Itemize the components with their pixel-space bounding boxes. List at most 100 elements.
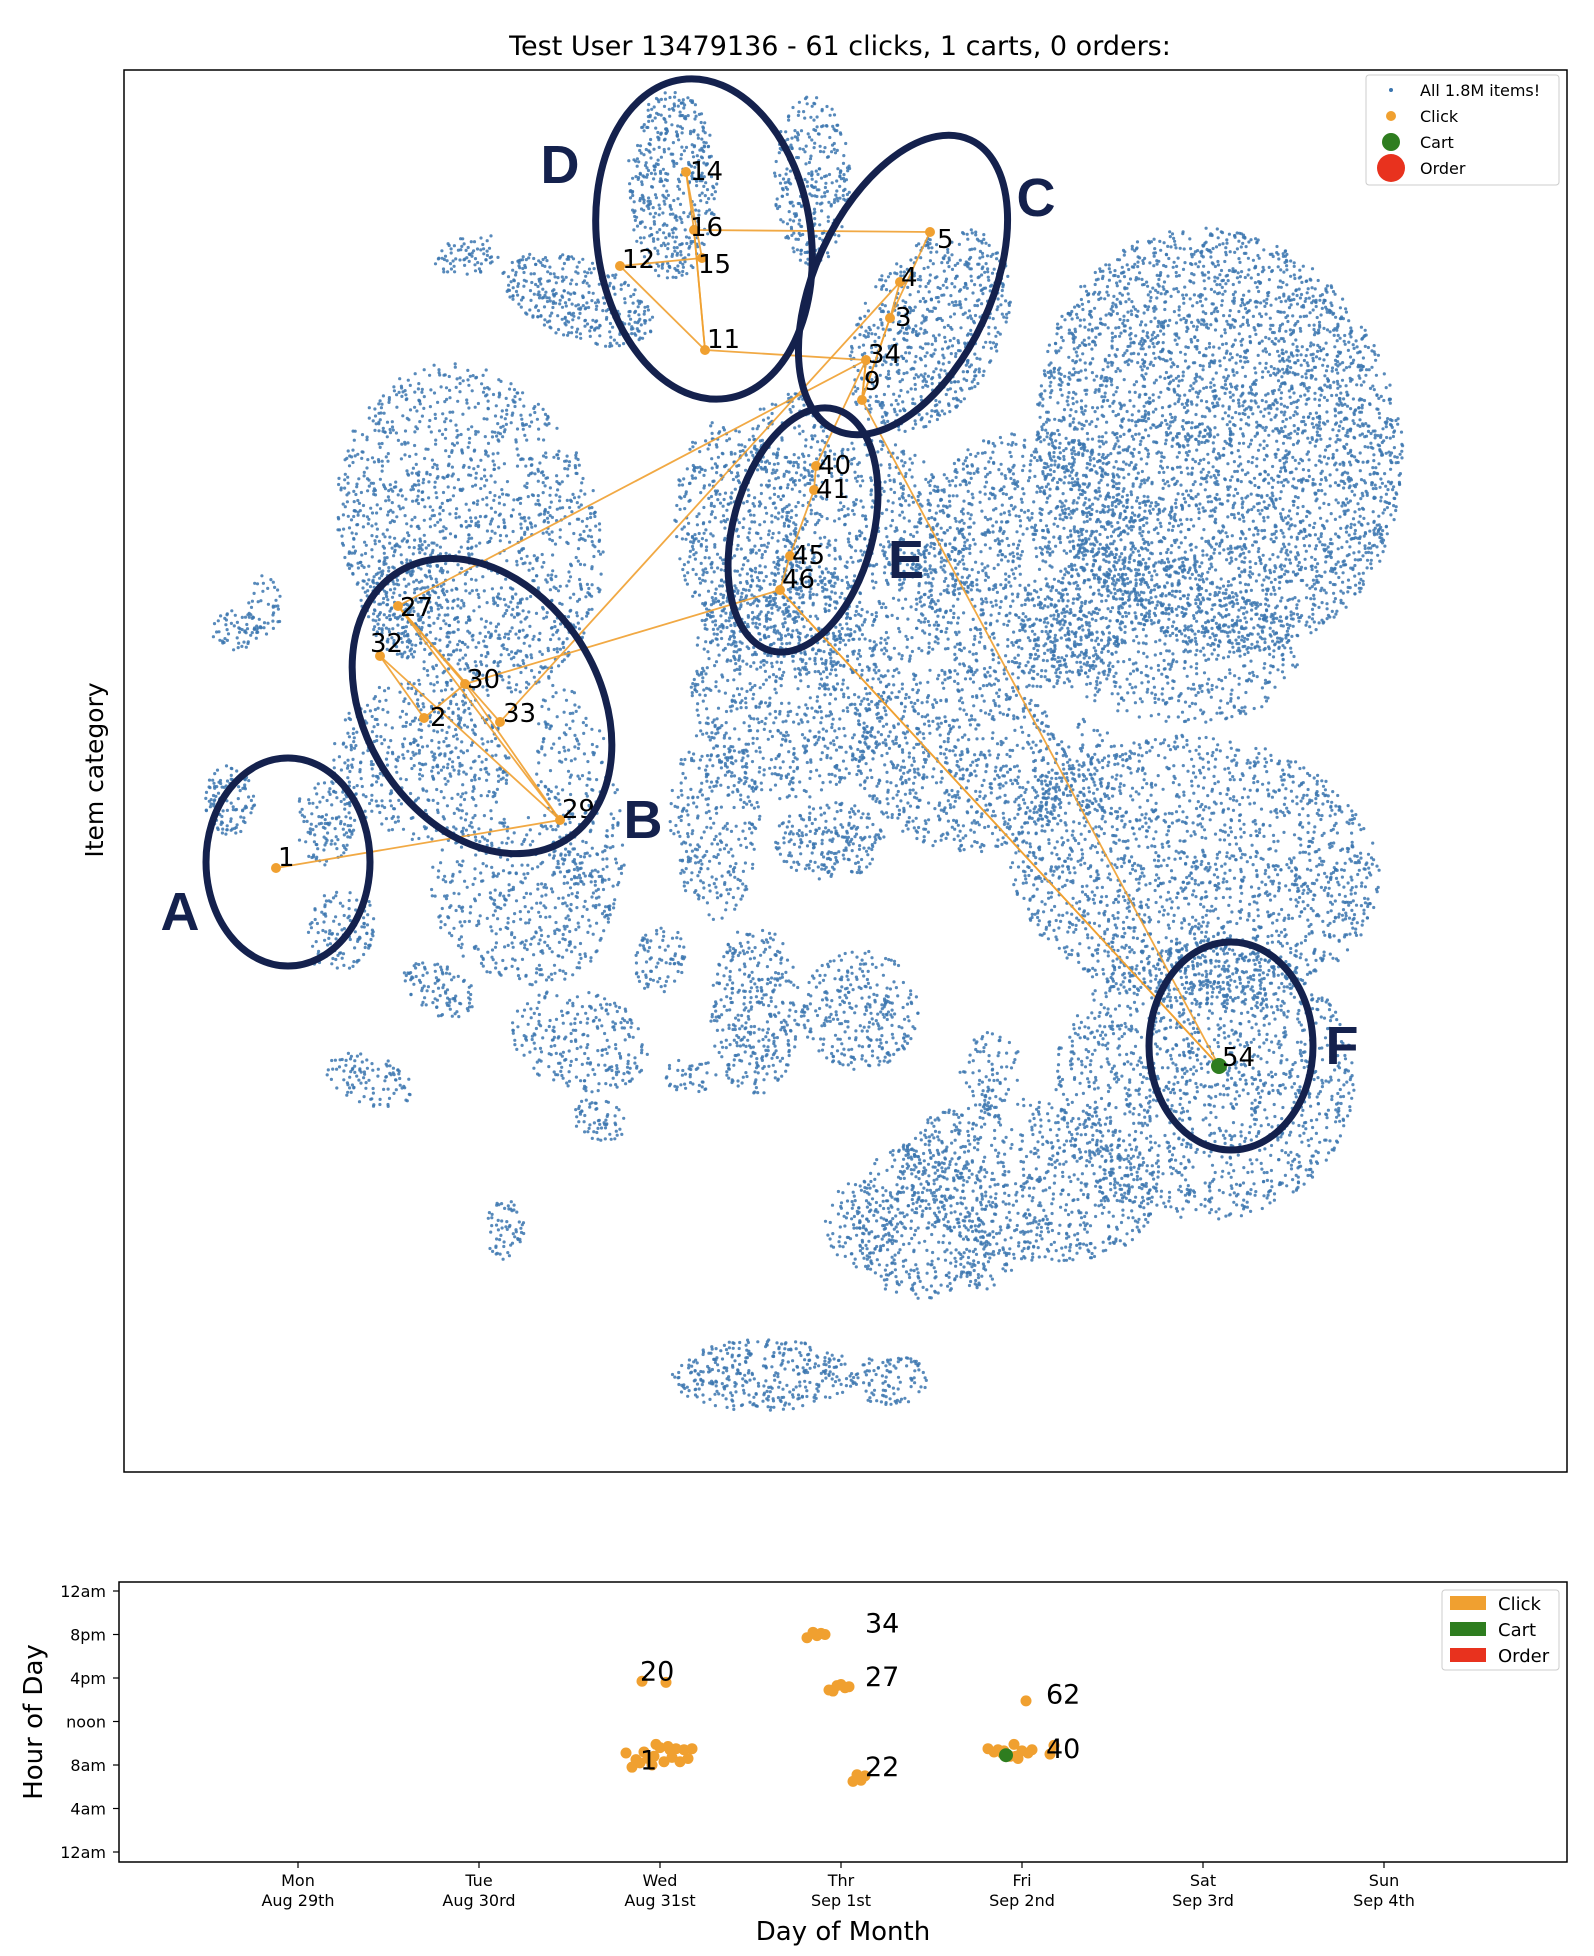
item-point — [1393, 429, 1396, 432]
item-point — [1183, 286, 1186, 289]
item-point — [1318, 387, 1321, 390]
item-point — [1337, 411, 1340, 414]
item-point — [1344, 307, 1347, 310]
item-point — [1077, 379, 1080, 382]
item-point — [1027, 874, 1030, 877]
item-point — [1043, 389, 1046, 392]
item-point — [1275, 251, 1278, 254]
item-point — [1299, 395, 1302, 398]
item-point — [1130, 360, 1133, 363]
item-point — [1130, 309, 1133, 312]
item-point — [1262, 349, 1265, 352]
item-point — [1209, 582, 1212, 585]
item-point — [1180, 541, 1183, 544]
item-point — [1255, 901, 1258, 904]
item-point — [1369, 562, 1372, 565]
item-point — [1275, 808, 1278, 811]
item-point — [1142, 573, 1145, 576]
item-point — [1111, 508, 1114, 511]
item-point — [1334, 899, 1337, 902]
item-point — [1139, 901, 1142, 904]
item-point — [1254, 333, 1257, 336]
item-point — [1184, 536, 1187, 539]
item-point — [1357, 550, 1360, 553]
item-point — [1175, 321, 1178, 324]
item-point — [1101, 968, 1104, 971]
item-point — [1283, 573, 1286, 576]
item-point — [1213, 426, 1216, 429]
item-point — [1191, 421, 1194, 424]
item-point — [1225, 274, 1228, 277]
item-point — [1277, 286, 1280, 289]
item-point — [1331, 845, 1334, 848]
item-point — [1216, 470, 1219, 473]
item-point — [1375, 393, 1378, 396]
item-point — [1212, 552, 1215, 555]
item-point — [1308, 625, 1311, 628]
item-point — [1247, 240, 1250, 243]
item-point — [1221, 293, 1224, 296]
item-point — [1149, 426, 1152, 429]
item-point — [1184, 551, 1187, 554]
item-point — [1206, 925, 1209, 928]
item-point — [1087, 537, 1090, 540]
item-point — [1140, 813, 1143, 816]
item-point — [1127, 902, 1130, 905]
item-point — [1217, 780, 1220, 783]
item-point — [1131, 247, 1134, 250]
item-point — [1068, 853, 1071, 856]
item-point — [1167, 427, 1170, 430]
item-point — [1293, 833, 1296, 836]
item-point — [1158, 471, 1161, 474]
item-point — [1054, 342, 1057, 345]
item-point — [1385, 525, 1388, 528]
item-point — [1155, 379, 1158, 382]
item-point — [1238, 575, 1241, 578]
item-point — [1171, 900, 1174, 903]
item-point — [1348, 365, 1351, 368]
item-point — [1218, 273, 1221, 276]
item-point — [1315, 575, 1318, 578]
item-point — [1072, 484, 1075, 487]
item-point — [1188, 528, 1191, 531]
item-point — [1144, 562, 1147, 565]
item-point — [1270, 418, 1273, 421]
item-point — [1318, 421, 1321, 424]
item-point — [1362, 912, 1365, 915]
item-point — [1371, 385, 1374, 388]
item-point — [1340, 810, 1343, 813]
item-point — [1182, 917, 1185, 920]
item-point — [1342, 397, 1345, 400]
item-point — [1215, 748, 1218, 751]
item-point — [1282, 831, 1285, 834]
item-point — [1030, 869, 1033, 872]
item-point — [1371, 481, 1374, 484]
item-point — [1177, 375, 1180, 378]
item-point — [1361, 919, 1364, 922]
item-point — [1214, 396, 1217, 399]
item-point — [1342, 369, 1345, 372]
item-point — [1175, 538, 1178, 541]
item-point — [1184, 353, 1187, 356]
item-point — [1081, 427, 1084, 430]
item-point — [1254, 607, 1257, 610]
item-point — [1308, 475, 1311, 478]
item-point — [1215, 458, 1218, 461]
item-point — [1345, 526, 1348, 529]
item-point — [1293, 273, 1296, 276]
item-point — [1224, 282, 1227, 285]
item-point — [1299, 383, 1302, 386]
item-point — [1145, 462, 1148, 465]
item-point — [1144, 393, 1147, 396]
item-point — [1107, 326, 1110, 329]
item-point — [1358, 590, 1361, 593]
item-point — [1104, 359, 1107, 362]
item-point — [1309, 311, 1312, 314]
item-point — [1215, 371, 1218, 374]
item-point — [1231, 619, 1234, 622]
item-point — [1338, 515, 1341, 518]
item-point — [1150, 622, 1153, 625]
item-point — [1308, 544, 1311, 547]
item-point — [1303, 384, 1306, 387]
item-point — [1270, 538, 1273, 541]
